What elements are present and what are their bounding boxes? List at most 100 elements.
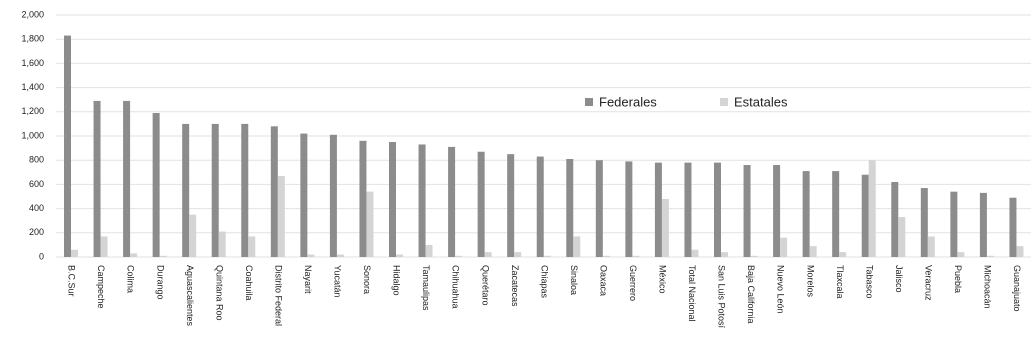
bar	[71, 249, 78, 257]
bar	[123, 100, 131, 257]
y-tick-label: 1,600	[21, 58, 44, 68]
bar	[595, 160, 603, 257]
bar	[507, 154, 515, 257]
x-tick-label: Quintana Roo	[214, 265, 224, 321]
bar	[64, 35, 71, 257]
x-tick-label: Veracruz	[923, 265, 933, 301]
legend-swatch	[585, 98, 593, 106]
bar	[573, 236, 581, 257]
bar	[514, 252, 522, 257]
bar	[802, 171, 810, 257]
bar	[425, 244, 433, 257]
bar	[211, 123, 219, 258]
x-tick-label: Puebla	[953, 265, 963, 293]
bar	[366, 191, 374, 257]
bar	[389, 142, 396, 257]
x-tick-label: Jalisco	[894, 265, 904, 293]
bar	[743, 165, 751, 257]
bar	[277, 175, 285, 257]
x-tick-label: Total Nacional	[687, 265, 697, 322]
y-tick-label: 0	[39, 251, 44, 261]
bar	[359, 140, 367, 257]
x-tick-label: Morelos	[805, 265, 815, 298]
x-tick-label: México	[658, 265, 668, 294]
y-tick-label: 400	[29, 203, 44, 213]
bar	[891, 181, 899, 257]
x-tick-label: Tabasco	[864, 265, 874, 299]
bar	[625, 161, 633, 257]
x-tick-label: Hidalgo	[392, 265, 402, 296]
bar	[691, 249, 699, 257]
legend-label: Estatales	[734, 94, 788, 109]
bar	[979, 192, 987, 257]
bar	[654, 162, 662, 257]
y-tick-label: 600	[29, 179, 44, 189]
bar	[832, 171, 840, 257]
bar	[477, 151, 485, 257]
x-tick-label: San Luis Potosí	[717, 265, 727, 329]
bar	[809, 246, 817, 257]
x-tick-label: Zacatecas	[510, 265, 520, 307]
x-tick-label: Yucatán	[333, 265, 343, 298]
bar	[241, 123, 249, 258]
bar	[898, 217, 906, 257]
x-tick-label: Tlaxcala	[835, 265, 845, 299]
x-tick-label: Sinaloa	[569, 265, 579, 295]
bar	[780, 237, 788, 257]
bar	[927, 236, 935, 257]
bar	[189, 214, 197, 257]
bar	[632, 255, 640, 257]
x-tick-label: Sonora	[362, 265, 372, 294]
bar	[329, 134, 337, 257]
bar	[182, 123, 190, 258]
bar	[773, 165, 781, 257]
x-tick-label: Chihuahua	[451, 265, 461, 309]
bar	[721, 252, 728, 257]
x-tick-label: Oaxaca	[598, 265, 608, 296]
bar	[1016, 246, 1024, 257]
x-tick-label: Tamaulipas	[421, 265, 431, 311]
bar	[448, 146, 456, 257]
bar	[336, 254, 344, 257]
bar	[950, 191, 958, 257]
bar	[566, 158, 574, 257]
bar	[248, 236, 256, 257]
x-tick-label: Durango	[155, 265, 165, 300]
bar	[661, 198, 669, 257]
bar	[152, 113, 160, 257]
y-tick-label: 200	[29, 227, 44, 237]
bar	[218, 231, 226, 257]
bar	[536, 156, 544, 257]
bar	[868, 160, 876, 257]
bar	[307, 254, 315, 257]
x-tick-label: Campeche	[96, 265, 106, 309]
bar	[861, 174, 869, 257]
bar	[1009, 197, 1017, 257]
x-tick-label: Aguascalientes	[185, 265, 195, 327]
y-tick-label: 1,400	[21, 82, 44, 92]
x-tick-label: Michoacán	[983, 265, 993, 309]
bar	[93, 100, 101, 257]
x-tick-label: Baja California	[746, 265, 756, 324]
bar	[455, 255, 463, 257]
bar	[300, 133, 308, 257]
x-tick-label: Chiapas	[539, 265, 549, 299]
legend-swatch	[720, 98, 728, 106]
x-tick-label: Coahuila	[244, 265, 254, 301]
bar	[100, 236, 108, 257]
bar	[130, 253, 138, 257]
x-tick-label: Colima	[126, 265, 136, 293]
x-tick-label: B.C.Sur	[67, 265, 77, 297]
x-tick-label: Guanajuato	[1012, 265, 1022, 312]
bar	[270, 126, 278, 257]
bar	[484, 252, 492, 257]
x-tick-label: Guerrero	[628, 265, 638, 301]
y-tick-label: 1,000	[21, 130, 44, 140]
bar	[957, 252, 965, 257]
x-tick-label: Querétaro	[480, 265, 490, 306]
x-tick-label: Distrito Federal	[273, 265, 283, 326]
bar	[418, 144, 426, 257]
y-tick-label: 2,000	[21, 9, 44, 19]
bar	[714, 162, 721, 257]
